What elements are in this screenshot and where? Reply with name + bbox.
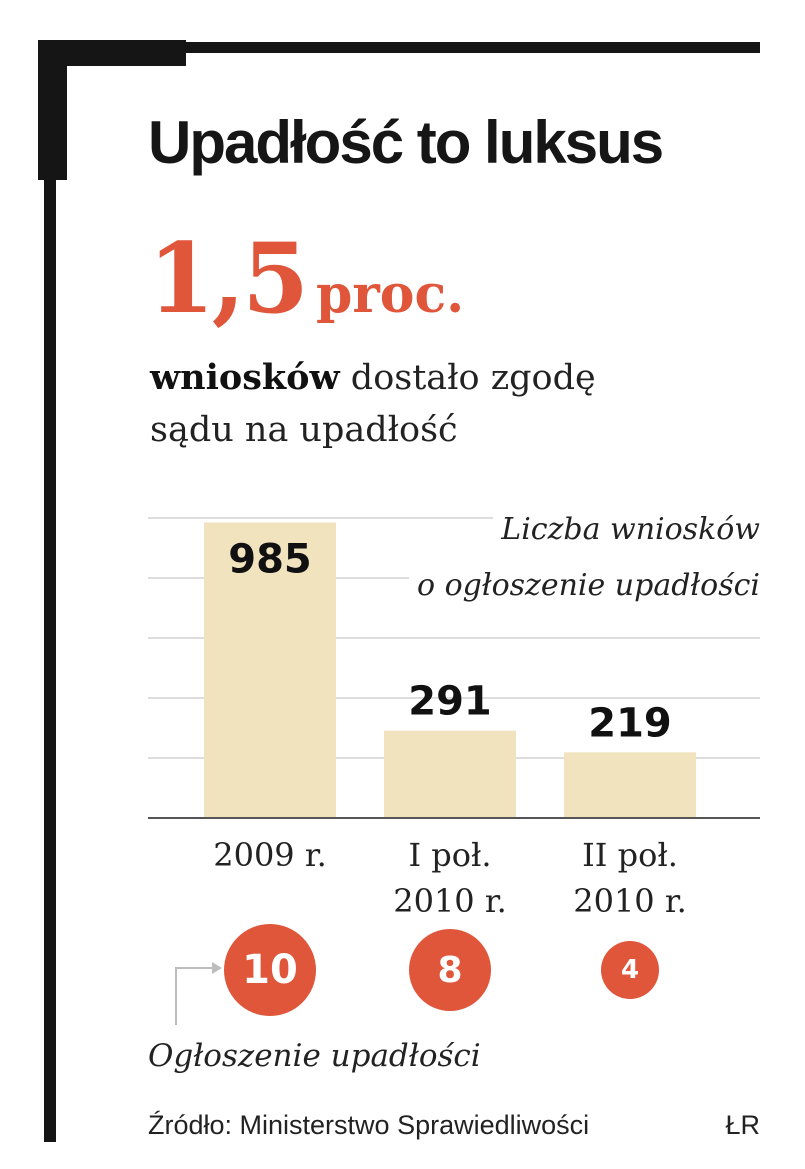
- category-label-line: 2010 r.: [393, 882, 507, 920]
- highlight-description: wniosków dostało zgodę sądu na upadłość: [150, 352, 750, 456]
- declared-bankruptcy-count: 4: [601, 941, 659, 999]
- category-label-line: I poł.: [408, 836, 492, 874]
- category-label: 2009 r.: [160, 832, 380, 878]
- chart-legend-title: Liczba wniosków o ogłoszenie upadłości: [380, 502, 760, 614]
- subtitle-rest: dostało zgodę: [350, 358, 596, 398]
- bar-value-label: 219: [588, 700, 672, 746]
- legend-title-line1: Liczba wniosków: [493, 512, 760, 547]
- highlight-unit: proc.: [316, 264, 465, 325]
- bar-value-label: 985: [228, 537, 312, 583]
- frame-corner-gap: [67, 66, 197, 196]
- bar: [204, 522, 336, 818]
- declared-bankruptcy-count: 10: [224, 924, 316, 1016]
- category-label: II poł. 2010 r.: [520, 832, 740, 924]
- source-note: Źródło: Ministerstwo Sprawiedliwości: [148, 1110, 590, 1140]
- subtitle-bold: wniosków: [150, 357, 340, 398]
- chart-title: Upadłość to luksus: [148, 109, 664, 176]
- declared-bankruptcy-label: Ogłoszenie upadłości: [148, 1038, 481, 1074]
- author-credit: ŁR: [725, 1110, 760, 1140]
- frame-left-rule: [44, 40, 56, 1142]
- highlight-number: 1,5: [148, 222, 309, 335]
- legend-title-line2: o ogłoszenie upadłości: [408, 568, 760, 603]
- connector-line: [175, 967, 212, 1025]
- category-label-line: 2009 r.: [213, 836, 327, 874]
- connector-arrow-icon: [212, 962, 222, 974]
- frame-top-rule: [44, 42, 760, 53]
- category-label: I poł. 2010 r.: [340, 832, 560, 924]
- category-label-line: 2010 r.: [573, 882, 687, 920]
- declared-bankruptcy-count: 8: [409, 929, 491, 1011]
- subtitle-line2: sądu na upadłość: [150, 410, 458, 450]
- category-label-line: II poł.: [582, 836, 678, 874]
- bar: [384, 730, 516, 818]
- bar-value-label: 291: [408, 679, 492, 725]
- highlight-value: 1,5 proc.: [148, 222, 464, 335]
- bar: [564, 752, 696, 818]
